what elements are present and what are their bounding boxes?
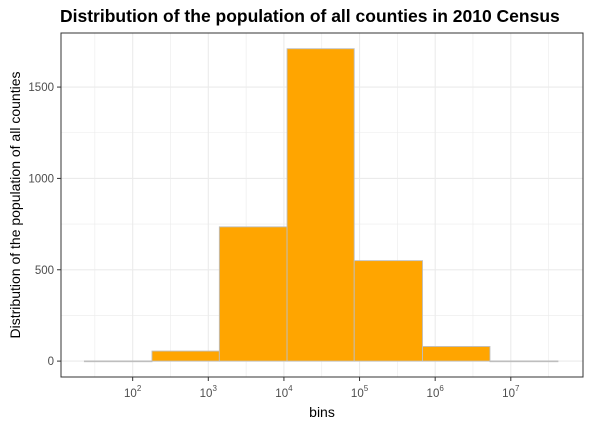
- panel-border: [60, 32, 584, 378]
- x-tick-label: 107: [502, 384, 520, 400]
- x-tick-label: 105: [351, 384, 369, 400]
- x-tick-label: 106: [427, 384, 445, 400]
- y-tick-label: 1500: [28, 82, 54, 94]
- histogram-bar: [218, 226, 288, 362]
- histogram-bar: [422, 346, 491, 362]
- x-tick-label: 104: [275, 384, 293, 400]
- histogram-bar: [489, 360, 559, 363]
- y-tick-label: 1000: [28, 173, 54, 185]
- y-axis-title: Distribution of the population of all co…: [7, 72, 23, 339]
- y-tick-label: 0: [48, 356, 54, 368]
- x-axis-title: bins: [309, 404, 335, 420]
- histogram-bar: [286, 48, 355, 362]
- y-tick-label: 500: [35, 265, 54, 277]
- histogram-bar: [151, 350, 220, 362]
- y-axis-ticks: 0 500 1000 1500: [28, 82, 61, 368]
- histogram-bar: [83, 360, 153, 363]
- x-axis-ticks: 102 103 104 105 106 107: [124, 377, 520, 400]
- histogram-bars: [83, 48, 559, 363]
- chart-title: Distribution of the population of all co…: [60, 6, 560, 26]
- x-tick-label: 103: [200, 384, 218, 400]
- x-tick-label: 102: [124, 384, 142, 400]
- histogram-bar: [353, 260, 423, 362]
